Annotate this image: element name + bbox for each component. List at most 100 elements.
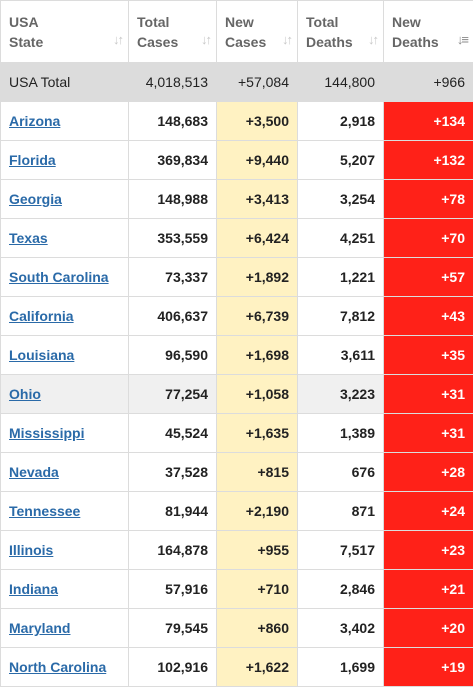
state-cell: Tennessee (0, 491, 129, 531)
column-header-label: Cases (225, 33, 267, 50)
state-cell: Florida (0, 140, 129, 180)
total-cases-cell: 164,878 (128, 530, 217, 570)
total-deaths-cell: 2,918 (297, 101, 384, 141)
total-deaths-cell: 2,846 (297, 569, 384, 609)
column-header-total-deaths[interactable]: Total Deaths ↓↑ (297, 0, 384, 63)
table-row: California 406,637 +6,739 7,812 +43 (0, 296, 473, 336)
state-cell: Illinois (0, 530, 129, 570)
total-cases-cell: 77,254 (128, 374, 217, 414)
new-deaths-cell: +24 (383, 491, 473, 531)
total-cases-cell: 81,944 (128, 491, 217, 531)
new-cases-cell: +815 (216, 452, 298, 492)
state-cell: Ohio (0, 374, 129, 414)
column-header-state[interactable]: USA State ↓↑ (0, 0, 129, 63)
new-deaths-cell: +19 (383, 647, 473, 687)
state-link[interactable]: Louisiana (9, 347, 75, 363)
column-header-label: USA (9, 13, 39, 30)
state-cell: Louisiana (0, 335, 129, 375)
total-deaths-cell: 3,223 (297, 374, 384, 414)
new-cases-cell: +57,084 (216, 62, 298, 102)
total-label: USA Total (0, 62, 129, 102)
total-cases-cell: 4,018,513 (128, 62, 217, 102)
new-cases-cell: +1,635 (216, 413, 298, 453)
total-deaths-cell: 7,812 (297, 296, 384, 336)
column-header-label: Total (306, 13, 339, 30)
state-link[interactable]: Nevada (9, 464, 59, 480)
new-cases-cell: +3,413 (216, 179, 298, 219)
column-header-label: New (392, 13, 421, 30)
new-cases-cell: +3,500 (216, 101, 298, 141)
state-link[interactable]: North Carolina (9, 659, 107, 675)
column-header-new-deaths[interactable]: New Deaths ↓≡ (383, 0, 473, 63)
total-cases-cell: 369,834 (128, 140, 217, 180)
total-cases-cell: 37,528 (128, 452, 217, 492)
state-cell: Maryland (0, 608, 129, 648)
new-cases-cell: +1,058 (216, 374, 298, 414)
state-cell: Georgia (0, 179, 129, 219)
new-deaths-cell: +134 (383, 101, 473, 141)
total-deaths-cell: 3,402 (297, 608, 384, 648)
state-cell: Texas (0, 218, 129, 258)
column-header-total-cases[interactable]: Total Cases ↓↑ (128, 0, 217, 63)
table-row: Indiana 57,916 +710 2,846 +21 (0, 569, 473, 609)
new-cases-cell: +6,424 (216, 218, 298, 258)
new-cases-cell: +955 (216, 530, 298, 570)
sort-icon[interactable]: ↓↑ (368, 32, 379, 47)
new-cases-cell: +1,892 (216, 257, 298, 297)
sort-icon[interactable]: ↓↑ (282, 32, 293, 47)
state-link[interactable]: Tennessee (9, 503, 81, 519)
state-link[interactable]: Illinois (9, 542, 54, 558)
table-row: Maryland 79,545 +860 3,402 +20 (0, 608, 473, 648)
new-cases-cell: +1,622 (216, 647, 298, 687)
state-link[interactable]: South Carolina (9, 269, 109, 285)
total-cases-cell: 79,545 (128, 608, 217, 648)
sort-icon[interactable]: ↓↑ (113, 32, 124, 47)
table-row: South Carolina 73,337 +1,892 1,221 +57 (0, 257, 473, 297)
new-cases-cell: +2,190 (216, 491, 298, 531)
total-cases-cell: 102,916 (128, 647, 217, 687)
state-link[interactable]: Arizona (9, 113, 61, 129)
new-cases-cell: +860 (216, 608, 298, 648)
table-row: Mississippi 45,524 +1,635 1,389 +31 (0, 413, 473, 453)
header-row: USA State ↓↑ Total Cases ↓↑ New Cases ↓↑… (0, 0, 473, 63)
state-link[interactable]: Texas (9, 230, 48, 246)
total-deaths-cell: 7,517 (297, 530, 384, 570)
new-deaths-cell: +70 (383, 218, 473, 258)
total-cases-cell: 45,524 (128, 413, 217, 453)
table-row: Illinois 164,878 +955 7,517 +23 (0, 530, 473, 570)
new-cases-cell: +1,698 (216, 335, 298, 375)
new-deaths-cell: +31 (383, 413, 473, 453)
new-deaths-cell: +966 (383, 62, 473, 102)
total-deaths-cell: 144,800 (297, 62, 384, 102)
state-link[interactable]: California (9, 308, 74, 324)
table-row: Georgia 148,988 +3,413 3,254 +78 (0, 179, 473, 219)
table-row: Arizona 148,683 +3,500 2,918 +134 (0, 101, 473, 141)
state-cell: Arizona (0, 101, 129, 141)
column-header-new-cases[interactable]: New Cases ↓↑ (216, 0, 298, 63)
table-row: Florida 369,834 +9,440 5,207 +132 (0, 140, 473, 180)
column-header-label: New (225, 13, 254, 30)
sort-descending-icon[interactable]: ↓≡ (456, 32, 469, 47)
total-cases-cell: 96,590 (128, 335, 217, 375)
state-link[interactable]: Ohio (9, 386, 41, 402)
new-deaths-cell: +28 (383, 452, 473, 492)
total-deaths-cell: 1,221 (297, 257, 384, 297)
new-deaths-cell: +21 (383, 569, 473, 609)
total-cases-cell: 148,988 (128, 179, 217, 219)
table-row: Nevada 37,528 +815 676 +28 (0, 452, 473, 492)
new-cases-cell: +9,440 (216, 140, 298, 180)
state-link[interactable]: Florida (9, 152, 56, 168)
state-link[interactable]: Mississippi (9, 425, 85, 441)
sort-icon[interactable]: ↓↑ (201, 32, 212, 47)
state-cell: California (0, 296, 129, 336)
total-deaths-cell: 871 (297, 491, 384, 531)
total-cases-cell: 73,337 (128, 257, 217, 297)
new-deaths-cell: +23 (383, 530, 473, 570)
state-link[interactable]: Maryland (9, 620, 71, 636)
state-link[interactable]: Georgia (9, 191, 62, 207)
state-cell: Nevada (0, 452, 129, 492)
new-deaths-cell: +57 (383, 257, 473, 297)
state-link[interactable]: Indiana (9, 581, 59, 597)
new-deaths-cell: +78 (383, 179, 473, 219)
